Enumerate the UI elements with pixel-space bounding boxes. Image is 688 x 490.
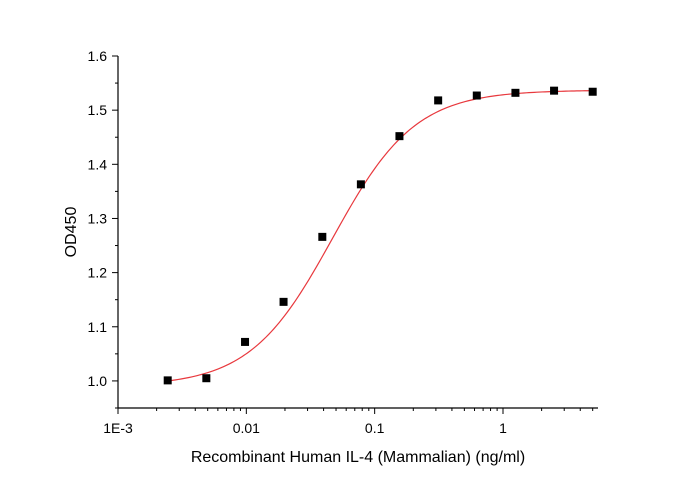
data-point [163, 376, 172, 385]
y-tick-label: 1.6 [88, 48, 108, 64]
x-tick-label: 1E-3 [103, 420, 133, 436]
data-point [472, 91, 481, 100]
x-tick-label: 0.1 [365, 420, 385, 436]
y-tick-label: 1.4 [88, 156, 108, 172]
fit-curve [167, 90, 593, 382]
x-tick-label: 1 [499, 420, 507, 436]
y-tick-label: 1.0 [88, 373, 108, 389]
x-ticks: 1E-3 0.01 0.1 1 [103, 408, 507, 436]
data-point [279, 297, 288, 306]
x-minor-ticks [156, 408, 594, 411]
y-tick-label: 1.5 [88, 102, 108, 118]
y-tick-label: 1.1 [88, 319, 108, 335]
data-point [434, 96, 443, 105]
data-markers [163, 86, 597, 385]
data-point [318, 232, 327, 241]
y-tick-label: 1.2 [88, 265, 108, 281]
data-point [511, 88, 520, 97]
x-tick-label: 0.01 [233, 420, 260, 436]
data-point [241, 337, 250, 346]
y-tick-label: 1.3 [88, 210, 108, 226]
data-point [202, 374, 211, 383]
data-point [588, 87, 597, 96]
data-point [550, 86, 559, 95]
y-axis-title: OD450 [63, 207, 80, 258]
y-minor-ticks [115, 82, 118, 409]
x-axis-title: Recombinant Human IL-4 (Mammalian) (ng/m… [191, 449, 525, 466]
data-point [395, 132, 404, 141]
y-ticks: 1.0 1.1 1.2 1.3 1.4 1.5 1.6 [88, 48, 118, 389]
data-point [356, 180, 365, 189]
plot-area: 1E-3 0.01 0.1 1 1.0 1.1 1.2 1.3 1.4 1.5 1.6 [88, 48, 598, 436]
